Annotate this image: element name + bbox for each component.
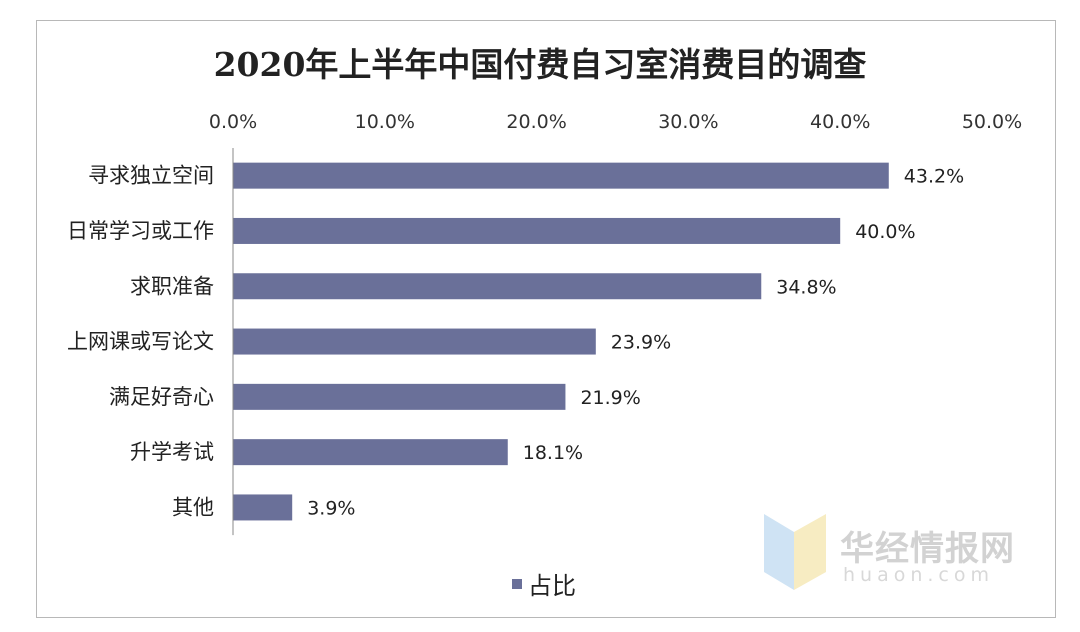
legend-swatch: [512, 578, 522, 589]
x-tick-label: 50.0%: [962, 111, 1022, 133]
x-tick-label: 0.0%: [209, 111, 257, 133]
x-tick-label: 40.0%: [810, 111, 870, 133]
category-label: 上网课或写论文: [67, 330, 214, 354]
chart-title: 2020年上半年中国付费自习室消费目的调查: [213, 45, 867, 84]
bar: [233, 217, 841, 244]
data-label: 21.9%: [580, 387, 640, 409]
legend: 占比: [512, 566, 576, 601]
category-label: 求职准备: [130, 274, 214, 298]
data-label: 23.9%: [611, 332, 671, 354]
data-label: 43.2%: [904, 166, 964, 188]
chart-frame: [36, 20, 1056, 618]
bar: [233, 494, 293, 521]
data-label: 3.9%: [307, 497, 355, 519]
legend-label: 占比: [528, 572, 576, 600]
category-label: 升学考试: [130, 440, 214, 464]
bar: [233, 439, 508, 466]
watermark-logo-icon: [764, 514, 826, 590]
category-label: 满足好奇心: [109, 385, 214, 409]
watermark-brand: 华经情报网: [840, 529, 1015, 569]
watermark-domain: huaon.com: [843, 564, 995, 586]
data-label: 18.1%: [523, 442, 583, 464]
x-tick-label: 20.0%: [506, 111, 566, 133]
category-label: 寻求独立空间: [88, 164, 214, 188]
data-label: 34.8%: [776, 276, 836, 298]
bar: [233, 383, 566, 410]
category-label: 其他: [172, 495, 214, 519]
bar: [233, 328, 596, 355]
category-label: 日常学习或工作: [67, 219, 214, 243]
bar: [233, 273, 762, 300]
bar: [233, 162, 889, 189]
x-tick-label: 30.0%: [658, 111, 718, 133]
data-label: 40.0%: [855, 221, 915, 243]
x-tick-label: 10.0%: [355, 111, 415, 133]
